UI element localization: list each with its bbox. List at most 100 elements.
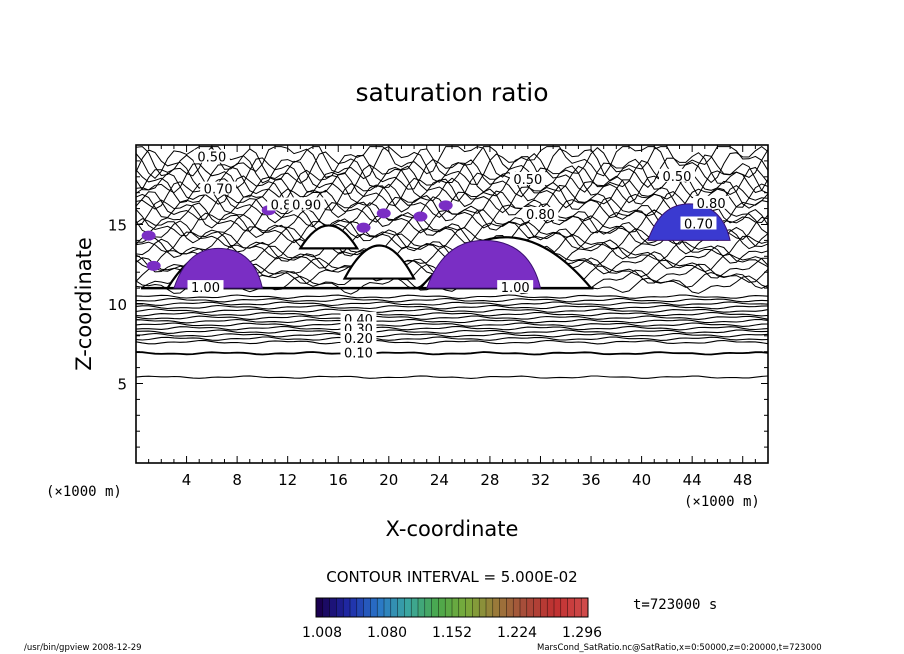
- contour-label-bg: [187, 280, 224, 294]
- colorbar-cell: [363, 598, 371, 617]
- contour-label: 0.70: [204, 183, 233, 198]
- colorbar-cell: [404, 598, 412, 617]
- chart-title: saturation ratio: [355, 78, 548, 107]
- colorbar-cell: [316, 598, 324, 617]
- x-tick-label: 32: [531, 471, 550, 489]
- contour-line: [135, 329, 769, 334]
- contour-label-bg: [288, 197, 325, 211]
- colorbar-cell: [418, 598, 426, 617]
- contour-line: [135, 336, 769, 341]
- contour-label-bg: [340, 345, 377, 359]
- colorbar-label: 1.080: [367, 625, 407, 641]
- contour-label: 0.70: [684, 218, 713, 233]
- colorbar-cell: [438, 598, 446, 617]
- contour-label: 0.50: [197, 151, 226, 166]
- contour-label: 0.90: [292, 198, 321, 213]
- colorbar-cell: [370, 598, 378, 617]
- x-tick-label: 12: [278, 471, 297, 489]
- colorbar-cell: [336, 598, 344, 617]
- colorbar-cell: [581, 598, 589, 617]
- contour-line: [135, 339, 769, 345]
- colorbar-cell: [533, 598, 541, 617]
- colorbar-cell: [486, 598, 494, 617]
- contour-line: [135, 145, 769, 184]
- colorbar-cell: [513, 598, 521, 617]
- colorbar-cell: [540, 598, 548, 617]
- contour-line: [135, 325, 769, 331]
- x-tick-label: 24: [430, 471, 449, 489]
- colorbar-cell: [567, 598, 575, 617]
- x-tick-label: 40: [632, 471, 651, 489]
- contour-line: [135, 183, 769, 219]
- time-label: t=723000 s: [633, 597, 717, 613]
- contour-line: [135, 322, 769, 327]
- contour-line: [135, 308, 769, 314]
- contour-label-bg: [509, 171, 546, 185]
- colorbar-labels: 1.008 1.080 1.152 1.224 1.296: [302, 625, 602, 641]
- colorbar-cell: [356, 598, 365, 617]
- colorbar-cell: [560, 598, 569, 617]
- shaded-region-center-cloud: [426, 239, 542, 289]
- contour-label-bg: [497, 280, 534, 294]
- contour-line: [135, 375, 769, 379]
- x-axis-label: X-coordinate: [386, 517, 519, 541]
- colorbar-cell: [479, 598, 487, 617]
- colorbar-cell: [445, 598, 453, 617]
- footer-right: MarsCond_SatRatio.nc@SatRatio,x=0:50000,…: [537, 643, 822, 653]
- colorbar-cell: [431, 598, 439, 617]
- colorbar-cell: [390, 598, 399, 617]
- contour-line: [135, 147, 769, 189]
- contour-line: [135, 189, 769, 224]
- colorbar-cell: [526, 598, 535, 617]
- small-saturated-patch: [376, 208, 391, 219]
- contour-label: 1.00: [501, 281, 530, 296]
- small-saturated-patch: [438, 200, 453, 211]
- contour-label: 0.20: [344, 332, 373, 347]
- small-saturated-patch: [413, 211, 428, 222]
- small-saturated-patch: [146, 260, 161, 271]
- colorbar-cell: [343, 598, 351, 617]
- colorbar-cell: [458, 598, 467, 617]
- colorbar-cell: [329, 598, 337, 617]
- contour-label: 1.00: [191, 281, 220, 296]
- small-saturated-patch: [141, 230, 156, 241]
- colorbar-cell: [492, 598, 501, 617]
- y-tick-label: 5: [117, 376, 127, 394]
- colorbar-cell: [547, 598, 555, 617]
- colorbar-cell: [574, 598, 582, 617]
- contour-line: [135, 301, 769, 307]
- small-saturated-patch: [356, 222, 371, 233]
- colorbar-cell: [322, 598, 331, 617]
- colorbar-frame: [315, 597, 589, 618]
- x-tick-label: 20: [379, 471, 398, 489]
- x-tick-label: 4: [182, 471, 192, 489]
- colorbar-cell: [506, 598, 514, 617]
- contour-labels: 0.500.700.800.900.500.800.500.800.701.00…: [187, 149, 730, 361]
- colorbar-cell: [424, 598, 433, 617]
- colorbar-cell: [377, 598, 385, 617]
- contour-line: [135, 311, 769, 317]
- colorbar-label: 1.296: [562, 625, 602, 641]
- colorbar-cell: [384, 598, 392, 617]
- colorbar: [315, 597, 589, 618]
- contour-label-bg: [340, 330, 377, 344]
- colorbar-cell: [397, 598, 405, 617]
- contour-label-bg: [680, 216, 717, 230]
- y-axis-label: Z-coordinate: [72, 237, 96, 371]
- cloud-boundary: [298, 224, 360, 250]
- contour-line: [135, 315, 769, 320]
- colorbar-label: 1.008: [302, 625, 342, 641]
- colorbar-cell: [452, 598, 460, 617]
- contour-line: [135, 304, 769, 310]
- contour-label: 0.80: [526, 208, 555, 223]
- colorbar-cell: [472, 598, 480, 617]
- colorbar-cell: [554, 598, 562, 617]
- shaded-region-left-cloud: [173, 247, 264, 289]
- contour-label-bg: [658, 168, 695, 182]
- contour-label: 0.50: [513, 173, 542, 188]
- contour-line: [135, 351, 769, 356]
- colorbar-cell: [411, 598, 419, 617]
- x-tick-label: 16: [329, 471, 348, 489]
